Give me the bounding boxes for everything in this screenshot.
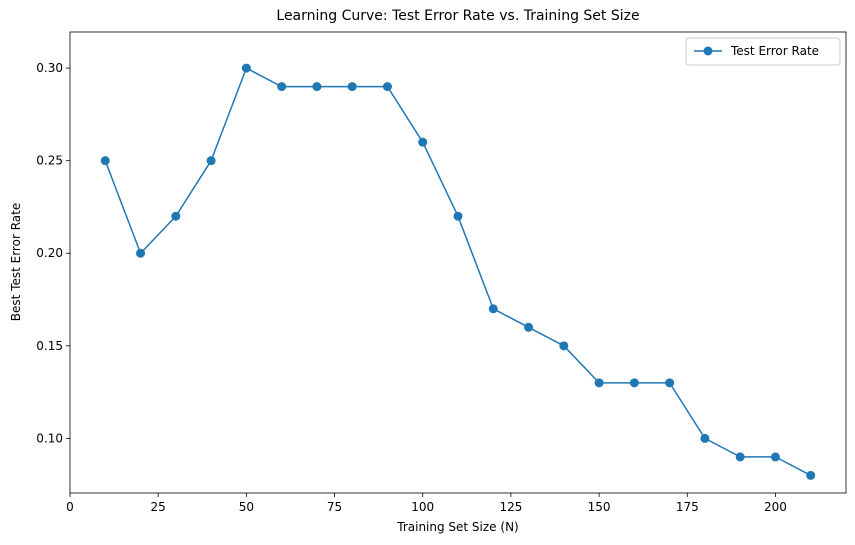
data-point <box>382 82 392 92</box>
data-point <box>735 452 745 462</box>
x-axis-title: Training Set Size (N) <box>396 520 518 534</box>
data-point <box>206 156 216 166</box>
y-axis-title: Best Test Error Rate <box>9 203 23 321</box>
y-tick-label: 0.15 <box>36 339 63 353</box>
legend-label: Test Error Rate <box>730 44 819 58</box>
legend-marker <box>703 46 713 56</box>
x-tick-label: 125 <box>499 500 522 514</box>
data-point <box>629 378 639 388</box>
y-tick-label: 0.25 <box>36 154 63 168</box>
data-point <box>171 211 181 221</box>
data-point <box>665 378 675 388</box>
x-tick-label: 150 <box>588 500 611 514</box>
plot-frame <box>69 31 847 494</box>
data-point <box>453 211 463 221</box>
series-layer <box>100 63 816 480</box>
data-point <box>488 304 498 314</box>
data-point <box>136 248 146 258</box>
data-point <box>594 378 604 388</box>
legend: Test Error Rate <box>685 37 841 66</box>
data-point <box>524 322 534 332</box>
y-tick-label: 0.30 <box>36 61 63 75</box>
data-point <box>241 63 251 73</box>
data-point <box>700 433 710 443</box>
legend-box <box>685 37 841 66</box>
data-point <box>277 82 287 92</box>
x-tick-label: 200 <box>764 500 787 514</box>
data-point <box>418 137 428 147</box>
data-point <box>806 470 816 480</box>
data-point <box>347 82 357 92</box>
plot-area: 0 25 50 75 100 125 150 175 200 0.100.150.200.250… <box>36 31 847 514</box>
x-tick-label: 50 <box>239 500 254 514</box>
x-tick-label: 175 <box>676 500 699 514</box>
x-tick-label: 75 <box>327 500 342 514</box>
data-point <box>559 341 569 351</box>
y-axis-ticks: 0.10 0.15 0.20 0.25 0.30 <box>36 61 70 445</box>
y-tick-label: 0.10 <box>36 431 63 445</box>
y-tick-label: 0.20 <box>36 246 63 260</box>
data-point <box>100 156 110 166</box>
chart-title: Learning Curve: Test Error Rate vs. Trai… <box>276 8 639 24</box>
x-tick-label: 100 <box>411 500 434 514</box>
data-point <box>312 82 322 92</box>
data-point <box>770 452 780 462</box>
x-tick-label: 25 <box>151 500 166 514</box>
x-axis-ticks: 0 25 50 75 100 125 150 175 200 <box>66 493 787 514</box>
x-tick-label: 0 <box>66 500 74 514</box>
